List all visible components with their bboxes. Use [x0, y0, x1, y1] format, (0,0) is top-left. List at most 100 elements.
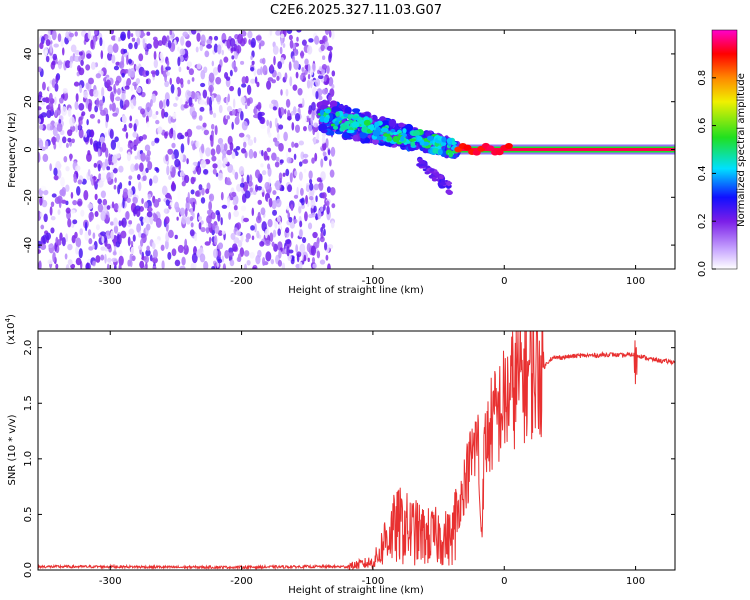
noise-blob — [100, 246, 106, 251]
signal-tail-peak — [426, 135, 434, 141]
noise-blob — [146, 245, 150, 252]
noise-blob — [88, 211, 94, 221]
noise-blob — [306, 79, 311, 89]
noise-blob — [46, 109, 52, 119]
noise-blob — [310, 245, 317, 256]
noise-blob — [64, 253, 68, 260]
noise-blob — [97, 198, 102, 205]
noise-blob — [190, 164, 196, 172]
noise-blob — [138, 53, 144, 62]
noise-blob — [261, 170, 267, 176]
noise-blob — [272, 209, 278, 216]
noise-blob — [322, 151, 327, 157]
noise-blob — [233, 204, 238, 211]
noise-blob — [136, 86, 142, 94]
noise-blob — [266, 80, 272, 90]
noise-blob — [113, 184, 117, 190]
noise-blob — [203, 169, 209, 175]
noise-blob — [168, 229, 174, 239]
noise-blob — [179, 97, 183, 107]
noise-blob — [281, 262, 286, 269]
noise-blob — [226, 180, 232, 186]
noise-blob — [119, 98, 124, 109]
noise-blob — [320, 44, 325, 52]
noise-blob — [236, 256, 242, 262]
noise-blob — [63, 155, 68, 163]
signal-tail-peak — [334, 120, 340, 126]
noise-blob — [262, 65, 268, 76]
noise-blob — [105, 230, 112, 240]
noise-blob — [218, 104, 223, 114]
noise-blob — [239, 182, 245, 188]
noise-blob — [212, 223, 216, 231]
noise-blob — [130, 246, 137, 255]
noise-blob — [211, 212, 216, 220]
noise-blob — [312, 263, 317, 269]
noise-blob — [52, 126, 58, 137]
noise-blob — [328, 94, 332, 102]
noise-blob — [177, 56, 181, 67]
signal-tail-blob — [338, 104, 344, 109]
noise-blob — [60, 176, 65, 187]
noise-blob — [132, 97, 137, 106]
noise-blob — [294, 170, 298, 177]
noise-blob — [168, 204, 171, 210]
noise-blob — [286, 205, 290, 211]
noise-blob — [128, 220, 133, 225]
noise-blob — [126, 197, 131, 203]
noise-blob — [293, 49, 299, 57]
signal-tail-peak — [323, 117, 330, 123]
noise-blob — [322, 55, 326, 60]
noise-blob — [164, 80, 170, 88]
noise-blob — [234, 171, 239, 180]
noise-blob — [164, 131, 168, 139]
noise-blob — [60, 38, 64, 47]
noise-blob — [241, 83, 247, 88]
signal-tail-peak — [408, 138, 417, 142]
noise-blob — [141, 170, 147, 176]
noise-blob — [214, 125, 218, 136]
noise-blob — [326, 45, 333, 51]
noise-blob — [62, 136, 67, 144]
noise-blob — [221, 255, 225, 263]
noise-blob — [166, 165, 170, 176]
noise-blob — [289, 172, 293, 183]
noise-blob — [216, 159, 222, 170]
noise-blob — [243, 141, 247, 149]
noise-blob — [130, 84, 134, 92]
noise-blob — [119, 182, 123, 190]
noise-blob — [278, 249, 282, 259]
noise-blob — [232, 169, 236, 175]
noise-blob — [190, 30, 197, 35]
noise-blob — [301, 39, 307, 46]
signal-tail-peak — [400, 136, 405, 142]
noise-blob — [65, 184, 70, 192]
noise-blob — [202, 89, 208, 99]
noise-blob — [119, 146, 124, 153]
noise-blob — [145, 51, 149, 56]
noise-blob — [190, 207, 193, 216]
noise-blob — [282, 43, 286, 48]
noise-blob — [305, 184, 311, 193]
noise-blob — [76, 186, 81, 196]
noise-blob — [49, 125, 53, 131]
noise-blob — [75, 257, 82, 266]
noise-blob — [263, 150, 268, 161]
noise-blob — [319, 259, 326, 265]
noise-blob — [249, 187, 253, 193]
noise-blob — [240, 96, 246, 104]
noise-blob — [125, 210, 130, 220]
noise-blob — [261, 187, 264, 193]
noise-blob — [75, 246, 79, 255]
noise-blob — [217, 258, 223, 264]
noise-blob — [322, 142, 327, 151]
noise-blob — [307, 73, 311, 80]
noise-blob — [285, 239, 291, 245]
noise-blob — [172, 130, 176, 141]
noise-blob — [136, 223, 142, 233]
noise-blob — [75, 123, 78, 133]
noise-blob — [149, 215, 154, 225]
noise-blob — [245, 104, 248, 110]
noise-blob — [42, 81, 46, 91]
noise-blob — [134, 41, 138, 50]
